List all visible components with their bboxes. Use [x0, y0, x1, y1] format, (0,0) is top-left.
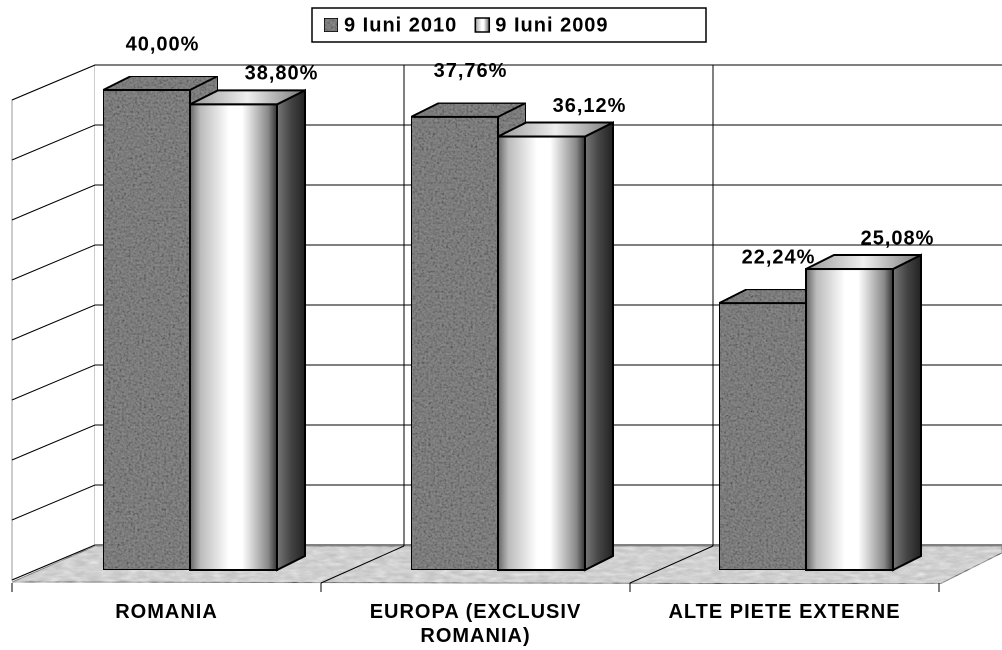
- data-label: 38,80%: [245, 63, 319, 85]
- data-label: 22,24%: [742, 246, 816, 268]
- data-label: 36,12%: [553, 95, 627, 117]
- x-tick-label: ALTE PIETE EXTERNE: [668, 601, 901, 623]
- legend-label: 9 Iuni 2010: [344, 14, 457, 36]
- grid-line: [11, 544, 1002, 581]
- data-label: 37,76%: [434, 60, 508, 82]
- legend-swatch: [474, 17, 491, 33]
- divider: [320, 545, 405, 584]
- legend-box: [311, 7, 707, 43]
- bar: [189, 103, 278, 572]
- grid-line: [11, 304, 1002, 341]
- data-label: 40,00%: [126, 33, 200, 55]
- legend-label: 9 Iuni 2009: [495, 14, 608, 36]
- bar: [102, 89, 191, 571]
- x-tick-label: EUROPA (EXCLUSIV ROMANIA): [369, 601, 582, 647]
- grid-line: [11, 184, 1002, 221]
- x-tick-label: ROMANIA: [115, 601, 218, 623]
- divider: [629, 545, 714, 584]
- data-label: 25,08%: [861, 227, 935, 249]
- grid-line: [11, 424, 1002, 461]
- bar: [805, 268, 894, 571]
- grid-line: [11, 64, 1002, 101]
- bar: [410, 115, 499, 571]
- grid-line: [11, 484, 1002, 521]
- bar: [718, 302, 807, 571]
- bar-side: [584, 120, 614, 572]
- grid-line: [11, 244, 1002, 281]
- bar: [497, 135, 586, 571]
- grid-line: [11, 364, 1002, 401]
- bar-side: [892, 253, 922, 572]
- grid-line: [11, 124, 1002, 161]
- bar-side: [276, 88, 306, 572]
- legend-swatch: [323, 17, 339, 33]
